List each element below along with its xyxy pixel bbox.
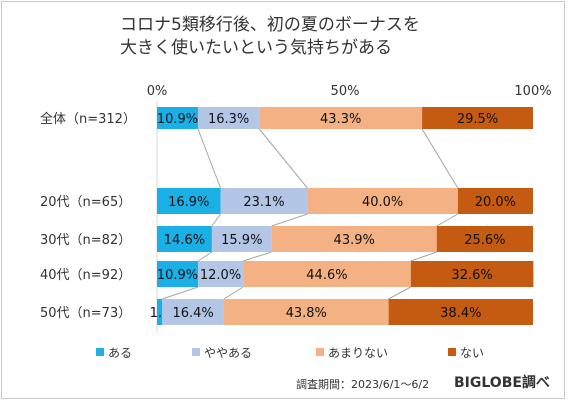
data-label: 44.6% [306,268,347,283]
data-label: 43.3% [320,112,361,127]
legend-swatch [448,348,456,356]
series-line [271,213,308,227]
bar-segment [388,299,533,325]
data-label: 38.4% [440,306,481,321]
data-label: 32.6% [451,268,492,283]
data-label: 16.4% [172,306,213,321]
legend-swatch [316,348,324,356]
bar-segment [259,107,423,129]
data-label: 43.9% [334,233,375,248]
series-line [197,251,213,262]
bar-segment [157,261,198,287]
bar-segment [157,107,198,129]
series-line [421,128,459,189]
chart-title-line-2: 大きく使いたいという気持ちがある [120,38,392,58]
bar-segment [197,107,260,129]
chart-title-line-1: コロナ5類移行後、初の夏のボーナスを [120,15,420,35]
data-label: 29.5% [457,112,498,127]
series-line [197,128,222,189]
category-label: 30代（n=82） [40,233,131,248]
series-line [162,286,199,300]
category-label: 50代（n=73） [40,306,131,321]
legend-label: ある [108,346,132,360]
bar-segment [157,188,221,214]
category-label: 40代（n=92） [40,268,131,283]
bar-segment [457,188,533,214]
survey-period: 調査期間：2023/6/1～6/2 [296,378,430,391]
category-label: 全体（n=312） [40,111,136,127]
data-label: 43.8% [286,306,327,321]
bar-segment [271,226,437,252]
data-label: 16.9% [168,195,209,210]
legend-swatch [192,348,200,356]
category-label: 20代（n=65） [40,195,131,210]
bar-segment [307,188,458,214]
bar-segment [223,299,389,325]
bar-segment [157,226,212,252]
series-line [242,251,272,262]
bar-segment [162,299,224,325]
x-tick-label: 0% [147,84,168,99]
bar-segment [410,261,534,287]
bar-segment [211,226,272,252]
bar-segment [197,261,244,287]
source-credit: BIGLOBE調べ [454,375,550,391]
data-label: 40.0% [362,195,403,210]
data-label: 23.1% [243,195,284,210]
series-line [410,251,437,262]
legend-label: ややある [204,346,252,360]
data-label: 10.9% [157,112,198,127]
data-label: 14.6% [164,233,205,248]
bar-segment [220,188,308,214]
data-label: 12.0% [200,268,241,283]
series-line [436,213,459,227]
bar-segment [422,107,533,129]
series-line [258,128,308,189]
legend-label: ない [460,346,484,360]
series-line [388,286,412,300]
bar-segment [157,299,163,325]
data-label: 25.6% [464,233,505,248]
series-line [223,286,244,300]
x-tick-label: 50% [331,84,360,99]
legend-label: あまりない [328,346,388,360]
bar-segment [436,226,533,252]
data-label: 16.3% [208,112,249,127]
series-line [211,213,221,227]
legend-swatch [96,348,104,356]
x-tick-label: 100% [514,84,551,99]
data-label: 15.9% [221,233,262,248]
bar-segment [243,261,411,287]
data-label: 10.9% [157,268,198,283]
data-label: 20.0% [475,195,516,210]
